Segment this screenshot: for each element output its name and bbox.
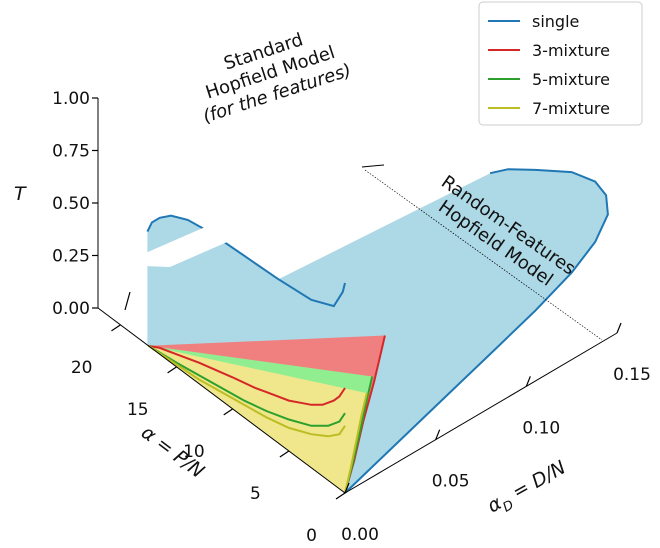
reference-dotted-line xyxy=(364,169,603,341)
alpha-tick-label-3: 15 xyxy=(127,400,149,420)
legend-box xyxy=(478,1,643,126)
alphaD-tick-0 xyxy=(344,482,350,494)
alphaD-tick-label-0: 0.00 xyxy=(341,525,379,545)
t-tick-label-0: 0.00 xyxy=(52,299,90,319)
fill-random-single xyxy=(147,169,608,493)
curve-random-single xyxy=(344,168,609,494)
alpha-tick-label-0: 0 xyxy=(306,526,317,546)
curve-standard-3-mixture xyxy=(148,344,346,406)
t-tick-label-2: 0.50 xyxy=(52,194,90,214)
alphaD-tick-1 xyxy=(435,429,441,440)
alpha-tick-2 xyxy=(223,408,234,416)
phase-curves xyxy=(146,168,609,494)
legend-label-3: 7-mixture xyxy=(532,99,610,118)
t-tick-label-4: 1.00 xyxy=(52,89,90,109)
t-tick-label-3: 0.75 xyxy=(52,142,90,162)
alpha-tick-1 xyxy=(279,450,290,458)
alpha-axis-line xyxy=(97,307,346,494)
curve-standard-single xyxy=(146,214,346,308)
phase-fills xyxy=(147,169,608,493)
alphaD-tick-label-1: 0.05 xyxy=(432,472,470,492)
alpha-tick-4 xyxy=(111,324,121,332)
curve-standard-7-mixture xyxy=(147,344,346,438)
alphaD-tick-label-3: 0.15 xyxy=(613,365,651,385)
reference-tick xyxy=(361,164,385,168)
alphaD-axis-label: αD = D/N xyxy=(484,457,572,522)
alphaD-tick-3 xyxy=(616,322,622,334)
legend: single 3-mixture 5-mixture 7-mixture xyxy=(478,1,643,126)
t-tick-label-1: 0.25 xyxy=(52,247,90,267)
alpha-tick-label-2: 10 xyxy=(183,442,205,462)
axis-break-gap xyxy=(118,153,385,267)
alphaD-tick-2 xyxy=(525,376,531,387)
gap-band xyxy=(118,153,385,267)
alphaD-axis-line xyxy=(344,332,618,494)
legend-label-2: 5-mixture xyxy=(532,70,610,89)
curve-random-7-mixture xyxy=(344,392,368,494)
alphaD-tick-label-2: 0.10 xyxy=(522,418,560,438)
alpha-tick-label-4: 20 xyxy=(71,358,93,378)
curve-standard-5-mixture xyxy=(147,344,346,427)
legend-label-0: single xyxy=(532,12,579,31)
alpha-tick-label-1: 5 xyxy=(250,484,261,504)
alpha-tick-0 xyxy=(335,492,346,500)
t-axis-label: T xyxy=(14,183,27,205)
legend-label-1: 3-mixture xyxy=(532,41,610,60)
alpha-tick-3 xyxy=(167,366,177,374)
